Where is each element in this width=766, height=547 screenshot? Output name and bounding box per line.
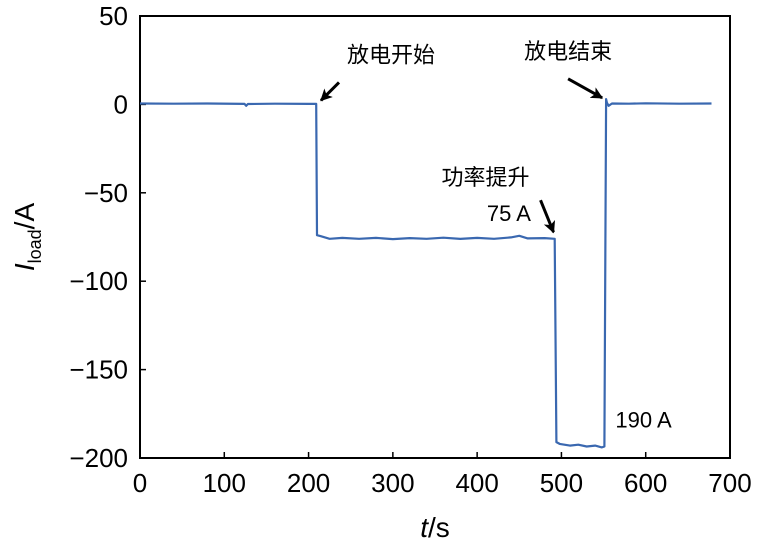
x-tick-label: 600 xyxy=(624,468,667,498)
series-line xyxy=(139,98,712,449)
x-tick-label: 200 xyxy=(287,468,330,498)
y-axis: 50 0 −50 −100 −150 −200 xyxy=(69,1,146,473)
y-tick-label: −100 xyxy=(69,266,128,296)
y-tick-label: 0 xyxy=(114,89,128,119)
y-tick-label: −150 xyxy=(69,355,128,385)
value-label: 75 A xyxy=(487,201,531,226)
y-axis-title: Iload/A xyxy=(9,203,45,272)
annotation-arrow xyxy=(567,77,604,100)
x-tick-label: 400 xyxy=(455,468,498,498)
x-tick-label: 0 xyxy=(133,468,147,498)
plot-area xyxy=(139,15,731,459)
plot-border xyxy=(139,15,731,459)
x-tick-label: 100 xyxy=(203,468,246,498)
y-tick-label: 50 xyxy=(99,1,128,31)
series-group xyxy=(139,98,712,449)
x-axis: 0 100 200 300 400 500 600 700 xyxy=(133,452,752,498)
annotation-label: 放电结束 xyxy=(524,40,612,65)
y-tick-label: −200 xyxy=(69,443,128,473)
x-axis-title: t/s xyxy=(420,512,450,543)
x-tick-label: 500 xyxy=(540,468,583,498)
annotation-arrow xyxy=(539,199,556,234)
annotation-label: 功率提升 xyxy=(442,166,530,191)
x-tick-label: 300 xyxy=(371,468,414,498)
annotation-arrow xyxy=(319,81,341,102)
y-tick-label: −50 xyxy=(84,178,128,208)
value-label: 190 A xyxy=(615,408,672,433)
x-tick-label: 700 xyxy=(708,468,751,498)
annotation-label: 放电开始 xyxy=(347,43,435,68)
